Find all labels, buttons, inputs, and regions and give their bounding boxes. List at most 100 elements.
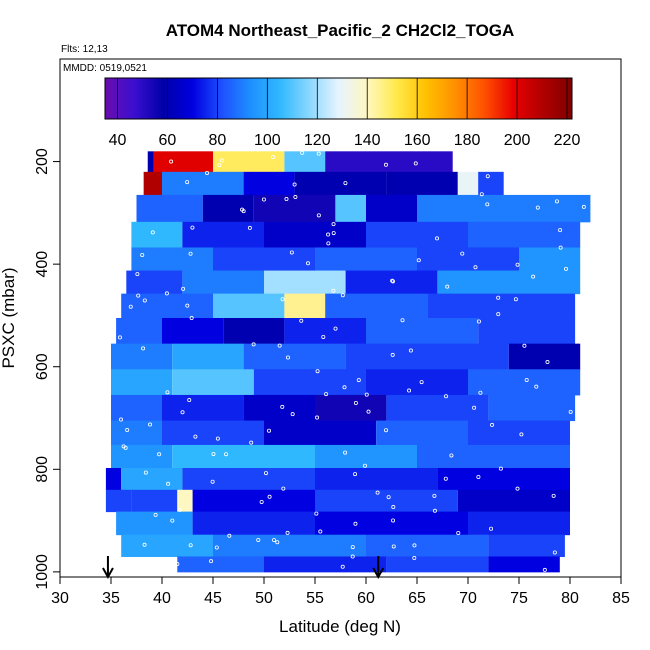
sample-marker [261, 197, 266, 202]
heatmap-cell [213, 534, 366, 557]
heatmap-cell [315, 394, 387, 422]
heatmap-cell [325, 293, 428, 319]
sample-marker [519, 432, 524, 437]
heatmap-cell [264, 556, 387, 573]
heatmap-cell [162, 171, 244, 196]
sample-marker [444, 394, 449, 399]
sample-marker [476, 474, 481, 479]
sample-marker [275, 540, 280, 545]
heatmap-cell [488, 534, 565, 557]
sample-marker [443, 476, 448, 481]
sample-marker [435, 236, 440, 241]
heatmap-cell [111, 394, 162, 422]
x-tick-label: 70 [459, 590, 477, 607]
heatmap-cell [366, 318, 479, 345]
y-tick-label: 400 [34, 251, 51, 278]
heatmap-cells [105, 150, 591, 573]
sample-marker [153, 512, 158, 517]
heatmap-cell [335, 194, 366, 223]
sample-marker [416, 258, 421, 263]
sample-marker [407, 388, 412, 393]
sample-marker [292, 182, 297, 187]
sample-marker [568, 409, 573, 414]
sample-marker [187, 398, 192, 403]
heatmap-cell [437, 468, 570, 491]
heatmap-cell [468, 221, 581, 248]
colorbar-tick-label: 80 [208, 132, 226, 149]
x-tick-label: 75 [510, 590, 528, 607]
x-tick-label: 50 [255, 590, 273, 607]
x-tick-label: 60 [357, 590, 375, 607]
sample-marker [558, 245, 563, 250]
sample-marker [264, 471, 269, 476]
sample-marker [123, 445, 128, 450]
heatmap-cell [116, 511, 193, 536]
sample-marker [350, 545, 355, 550]
sample-marker [498, 466, 503, 471]
heatmap-cell [345, 343, 417, 370]
sample-marker [180, 410, 185, 415]
heatmap-cell [177, 556, 264, 573]
heatmap-cell [417, 444, 570, 469]
y-tick-label: 1000 [34, 554, 51, 590]
heatmap-cell [519, 247, 581, 272]
heatmap-cell [213, 151, 285, 173]
sample-marker [551, 493, 556, 498]
sample-marker [496, 312, 501, 317]
sample-marker [364, 392, 369, 397]
colorbar-tick-label: 120 [304, 132, 331, 149]
sample-marker [316, 213, 321, 218]
flights-annotation: Flts: 12,13 [61, 44, 108, 55]
sample-marker [189, 316, 194, 321]
heatmap-cell [143, 171, 162, 196]
heatmap-cell [111, 420, 162, 446]
sample-marker [515, 486, 520, 491]
sample-marker [331, 231, 336, 236]
sample-marker [315, 415, 320, 420]
sample-marker [383, 162, 388, 167]
sample-marker [489, 526, 494, 531]
sample-marker [157, 452, 162, 457]
sample-marker [285, 355, 290, 360]
heatmap-cell [315, 511, 468, 536]
heatmap-cell [213, 293, 285, 319]
colorbar-tick-label: 100 [254, 132, 281, 149]
colorbar: 40 60 80 100 120 140 160 180 200 220 [104, 77, 580, 149]
sample-marker [384, 428, 389, 433]
heatmap-cell [136, 194, 203, 223]
heatmap-cell [243, 171, 295, 196]
sample-marker [515, 262, 520, 267]
sample-marker [135, 272, 140, 277]
heatmap-cell [386, 394, 489, 422]
heatmap-cell [121, 468, 183, 491]
heatmap-cell [294, 171, 387, 196]
heatmap-cell [153, 151, 213, 173]
sample-marker [280, 404, 285, 409]
x-tick-label: 30 [51, 590, 69, 607]
sample-marker [490, 422, 495, 427]
sample-marker [284, 197, 289, 202]
heatmap-cell [315, 468, 438, 491]
sample-marker [321, 334, 326, 339]
sample-marker [479, 192, 484, 197]
heatmap-cell [131, 221, 183, 248]
sample-marker [259, 499, 264, 504]
sample-marker [148, 422, 153, 427]
sample-marker [412, 543, 417, 548]
colorbar-tick-label: 180 [454, 132, 481, 149]
sample-marker [119, 417, 124, 422]
heatmap-cell [437, 270, 581, 295]
heatmap-cell [243, 394, 315, 422]
sample-marker [166, 481, 171, 486]
colorbar-tick-label: 200 [504, 132, 531, 149]
sample-marker [449, 453, 454, 458]
sample-marker [256, 537, 261, 542]
heatmap-cell [284, 293, 326, 319]
sample-marker [366, 409, 371, 414]
heatmap-cell [284, 151, 326, 173]
heatmap-cell [366, 221, 468, 248]
sample-marker [170, 518, 175, 523]
sample-marker [277, 343, 282, 348]
sample-marker [143, 470, 148, 475]
heatmap-cell [315, 444, 417, 469]
